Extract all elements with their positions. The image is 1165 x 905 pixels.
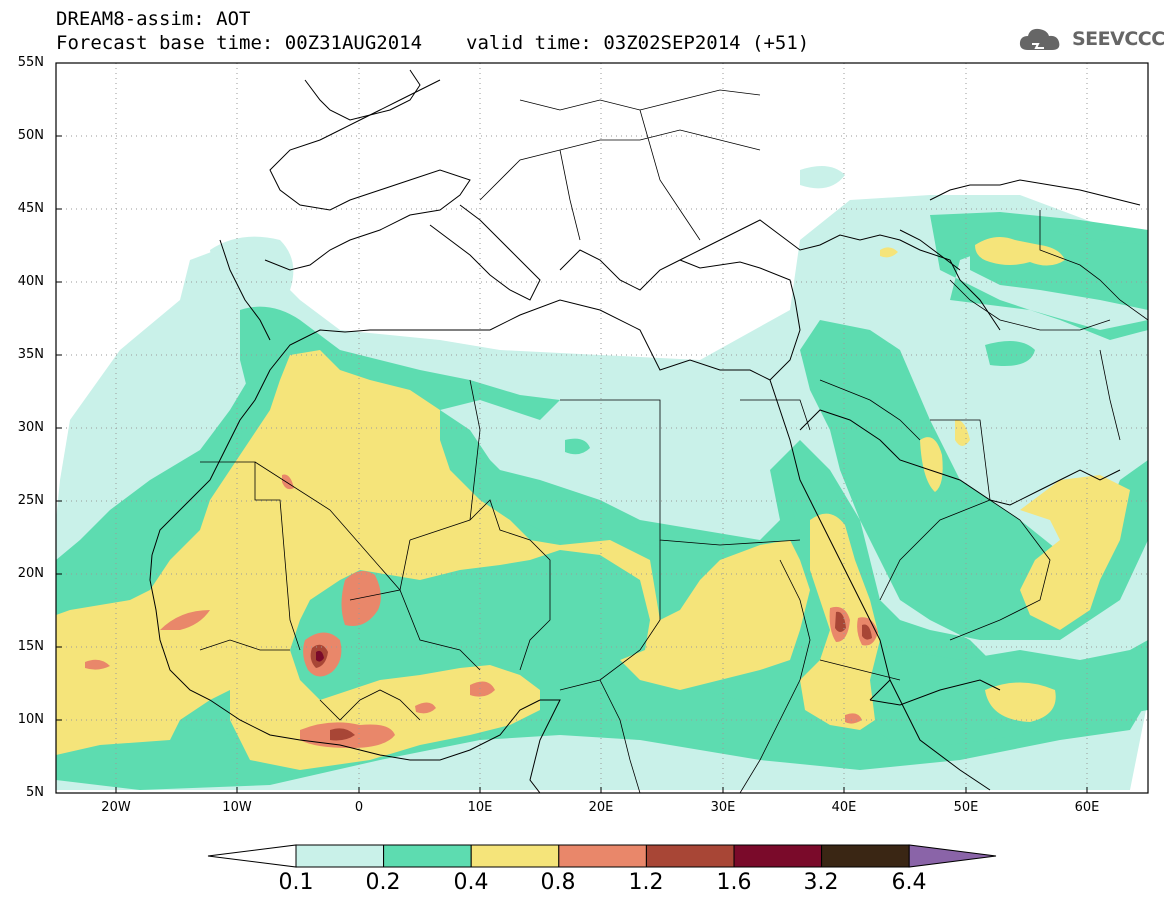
lat-label: 25N [17, 493, 44, 508]
lat-label: 15N [17, 639, 44, 654]
valid-time: valid time: 03Z02SEP2014 (+51) [466, 32, 810, 54]
lat-label: 30N [17, 420, 44, 435]
colorbar-box [383, 844, 472, 868]
lat-label: 35N [17, 347, 44, 362]
lon-label: 20E [588, 800, 614, 815]
colorbar-label: 0.1 [278, 870, 314, 895]
lon-label: 50E [953, 800, 979, 815]
colorbar-box [470, 844, 560, 868]
lon-label: 0 [354, 800, 364, 815]
colorbar-box [821, 844, 910, 868]
lon-label: 20W [101, 800, 131, 815]
lon-label: 10W [222, 800, 252, 815]
map-graticule [56, 63, 1148, 793]
lat-label: 20N [17, 566, 44, 581]
map-title: DREAM8-assim: AOT [56, 8, 251, 30]
colorbar-box [295, 844, 385, 868]
lon-label: 10E [467, 800, 493, 815]
aot-contour-1.6 [316, 650, 324, 662]
map-subtitle: Forecast base time: 00Z31AUG2014 valid ti… [56, 32, 809, 54]
aot-contour-1.2 [310, 611, 872, 741]
base-time: Forecast base time: 00Z31AUG2014 [56, 32, 423, 54]
lat-label: 55N [17, 55, 44, 70]
colorbar-box [558, 844, 647, 868]
colorbar-label: 0.2 [365, 870, 401, 895]
colorbar-label: 1.6 [716, 870, 752, 895]
colorbar-label: 1.2 [628, 870, 664, 895]
colorbar-label: 6.4 [891, 870, 927, 895]
lat-label: 10N [17, 712, 44, 727]
colorbar-box [733, 844, 823, 868]
colorbar-label: 0.4 [453, 870, 489, 895]
colorbar-label: 0.8 [540, 870, 576, 895]
logo-text: SEEVCCC [1072, 28, 1165, 50]
seevccc-logo: SEEVCCC [1018, 25, 1165, 53]
lat-label: 5N [26, 785, 44, 800]
lat-label: 45N [17, 201, 44, 216]
lon-label: 30E [710, 800, 736, 815]
axis-ticks [56, 135, 1088, 793]
colorbar-right-arrow [908, 844, 997, 868]
lon-label: 60E [1074, 800, 1100, 815]
country-borders [199, 89, 1148, 793]
cloud-icon [1019, 28, 1060, 50]
coastlines [149, 69, 1141, 793]
colorbar-label: 3.2 [803, 870, 839, 895]
colorbar-left-arrow [207, 844, 297, 868]
lat-label: 40N [17, 274, 44, 289]
lat-label: 50N [17, 128, 44, 143]
colorbar-box [645, 844, 735, 868]
lon-label: 40E [831, 800, 857, 815]
aot-contour-0.4 [56, 236, 1130, 770]
